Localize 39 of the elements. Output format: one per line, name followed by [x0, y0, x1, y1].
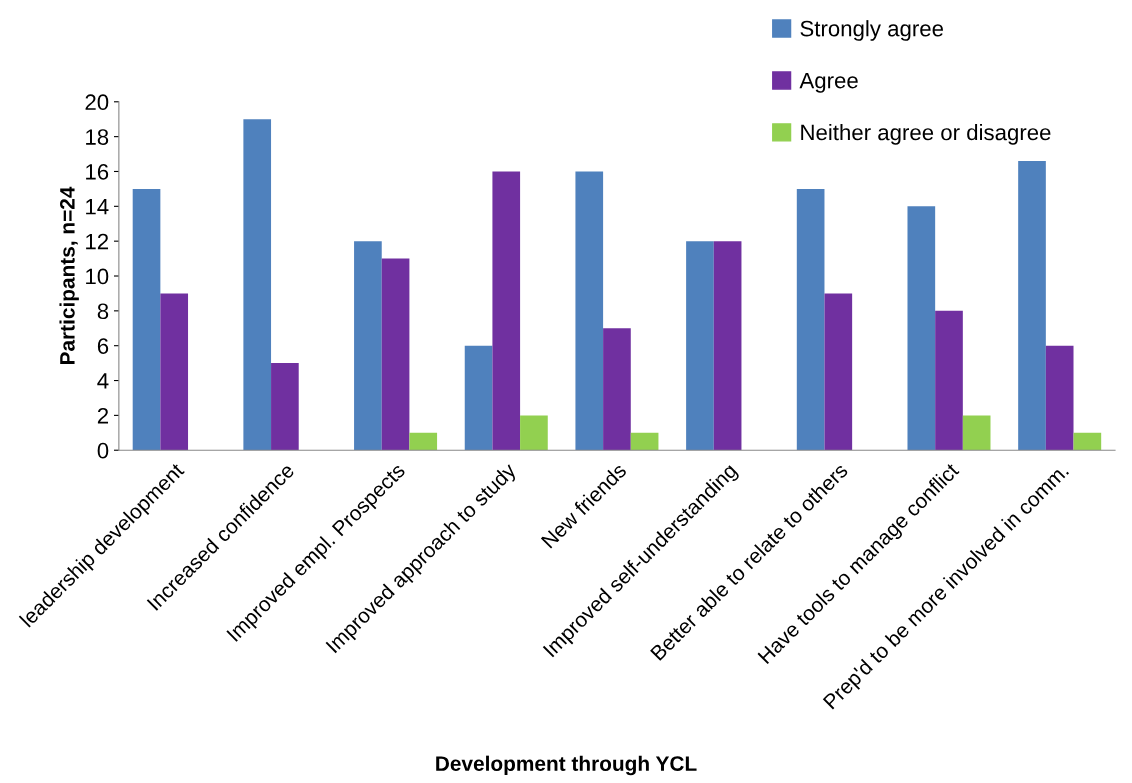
y-tick-label: 4 — [97, 373, 109, 389]
bar — [935, 310, 963, 451]
bar — [630, 432, 659, 451]
bar — [520, 415, 548, 451]
bar — [160, 293, 189, 451]
bar — [1018, 161, 1046, 451]
bar — [1045, 345, 1074, 451]
bar — [271, 363, 299, 451]
bar — [132, 188, 161, 451]
y-tick-label: 0 — [97, 442, 109, 459]
legend-label: Strongly agree — [800, 20, 943, 41]
y-tick-label: 16 — [86, 164, 109, 180]
bar — [713, 241, 742, 451]
legend-label: Neither agree or disagree — [801, 124, 1051, 145]
bar — [243, 119, 272, 451]
bar — [464, 345, 493, 451]
bar — [492, 171, 521, 451]
x-axis-title: Development through YCL — [436, 755, 697, 776]
y-tick-label: 6 — [97, 338, 109, 354]
y-tick-label: 14 — [86, 199, 109, 215]
bar — [824, 293, 853, 451]
y-tick-label: 2 — [97, 407, 109, 424]
bar — [1073, 432, 1102, 451]
bar — [575, 171, 604, 451]
y-tick-label: 8 — [97, 303, 109, 320]
y-tick-label: 10 — [86, 268, 109, 285]
bar — [603, 328, 631, 451]
bar — [796, 188, 825, 451]
y-tick-label: 18 — [86, 129, 109, 145]
bar — [354, 241, 382, 451]
y-tick-label: 20 — [85, 94, 109, 111]
bar — [907, 206, 936, 451]
legend-label: Agree — [799, 72, 858, 93]
bar — [381, 258, 410, 451]
y-axis-title: Participants, n=24 — [59, 186, 79, 365]
bar — [686, 241, 714, 451]
bar — [962, 415, 991, 451]
bar — [409, 432, 438, 451]
y-tick-label: 12 — [86, 233, 109, 250]
